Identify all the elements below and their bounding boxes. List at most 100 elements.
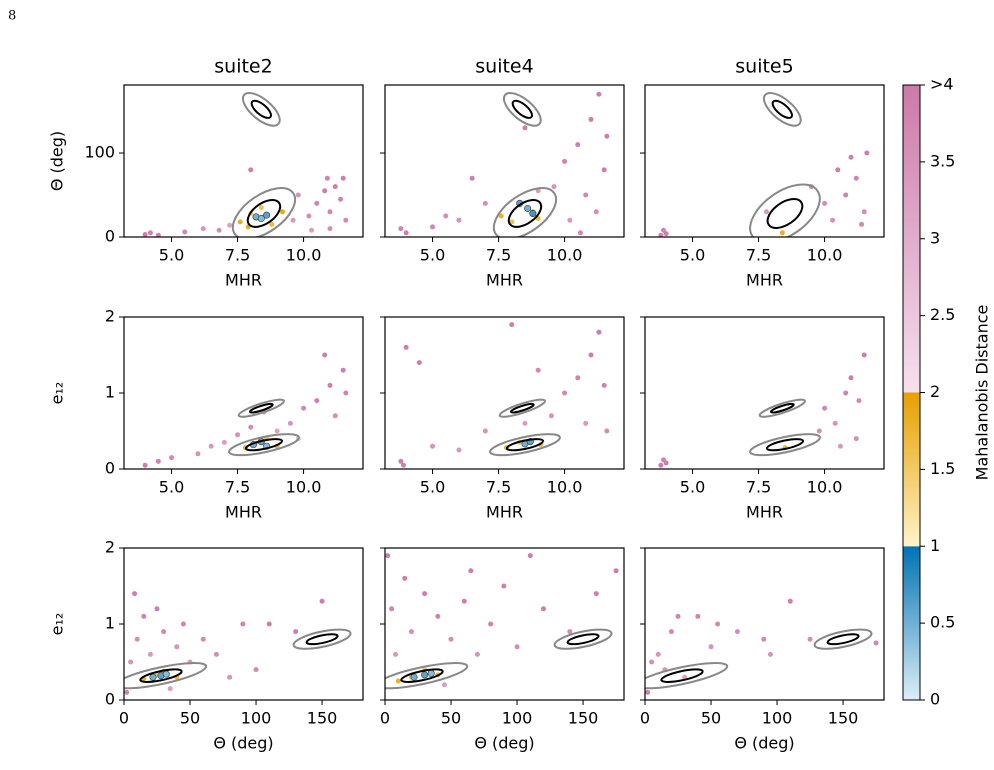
point <box>124 689 130 695</box>
point <box>675 613 681 619</box>
point <box>269 221 275 227</box>
point <box>816 428 822 434</box>
x-tick-label: 5.0 <box>159 246 184 265</box>
point <box>488 621 494 627</box>
point <box>314 398 320 404</box>
point <box>660 227 666 233</box>
point <box>540 606 546 612</box>
point <box>263 211 271 219</box>
point <box>293 629 299 635</box>
x-tick-label: 7.5 <box>486 246 511 265</box>
plot-area <box>658 91 870 237</box>
ellipse <box>400 668 444 683</box>
point <box>343 390 349 396</box>
ellipse <box>505 438 545 452</box>
point <box>343 217 349 223</box>
point <box>509 322 515 328</box>
colorbar-tick-label: 2.5 <box>930 305 955 324</box>
plot-area <box>398 91 610 237</box>
colorbar-tick-label: 0 <box>930 690 940 709</box>
x-tick-label: 50 <box>180 709 200 728</box>
point <box>213 651 219 657</box>
point <box>468 568 474 574</box>
point <box>649 659 655 665</box>
point <box>848 375 854 381</box>
x-tick-label: 10.0 <box>286 246 322 265</box>
point <box>859 221 865 227</box>
ellipse <box>139 668 183 683</box>
point <box>787 598 793 604</box>
colorbar-segment <box>903 392 920 547</box>
point <box>734 629 740 635</box>
ellipse <box>758 398 806 418</box>
x-axis-label: Θ (deg) <box>474 734 534 753</box>
point <box>200 636 206 642</box>
colorbar-segment <box>903 546 920 700</box>
ellipse <box>305 633 339 646</box>
y-tick-label: 2 <box>105 538 115 557</box>
point <box>403 344 409 350</box>
point <box>398 226 404 232</box>
point <box>322 188 328 194</box>
point <box>441 682 447 688</box>
x-tick-label: 0 <box>640 709 650 728</box>
x-tick-label: 5.0 <box>680 246 705 265</box>
colorbar-segment <box>903 85 920 393</box>
x-tick-label: 0 <box>380 709 390 728</box>
point <box>393 651 399 657</box>
y-tick-label: 0 <box>105 690 115 709</box>
ellipse <box>645 662 729 690</box>
point <box>319 598 325 604</box>
ellipse <box>237 398 285 418</box>
ellipse <box>771 99 793 119</box>
point <box>715 621 721 627</box>
point <box>822 200 828 206</box>
x-tick-label: 5.0 <box>420 478 445 497</box>
x-tick-label: 0 <box>119 709 129 728</box>
ellipse <box>124 662 208 690</box>
point <box>604 133 610 139</box>
point <box>221 439 227 445</box>
point <box>501 583 507 589</box>
point <box>147 651 153 657</box>
point <box>575 375 581 381</box>
plot-area <box>658 352 867 468</box>
point <box>332 184 338 190</box>
ellipse <box>492 187 558 237</box>
point <box>567 217 573 223</box>
point <box>443 213 449 219</box>
point <box>763 209 769 215</box>
point <box>835 167 841 173</box>
ellipse <box>762 91 802 127</box>
point <box>132 591 138 597</box>
ellipse <box>502 91 542 127</box>
x-axis-label: MHR <box>746 271 783 290</box>
point <box>134 636 140 642</box>
x-tick-label: 150 <box>828 709 859 728</box>
point <box>668 629 674 635</box>
ellipse <box>231 187 297 237</box>
point <box>290 217 296 223</box>
point <box>141 613 147 619</box>
axes-frame <box>644 547 885 701</box>
point <box>767 651 773 657</box>
point <box>482 200 488 206</box>
point <box>575 142 581 148</box>
point <box>524 204 532 212</box>
x-tick-label: 100 <box>502 709 533 728</box>
point <box>522 125 528 131</box>
x-tick-label: 50 <box>441 709 461 728</box>
point <box>461 598 467 604</box>
x-tick-label: 150 <box>307 709 338 728</box>
point <box>562 390 568 396</box>
point <box>482 428 488 434</box>
point <box>514 644 520 650</box>
point <box>522 420 528 426</box>
point <box>332 413 338 419</box>
point <box>279 209 285 215</box>
point <box>853 436 859 442</box>
point <box>856 398 862 404</box>
point <box>695 613 701 619</box>
point <box>832 420 838 426</box>
